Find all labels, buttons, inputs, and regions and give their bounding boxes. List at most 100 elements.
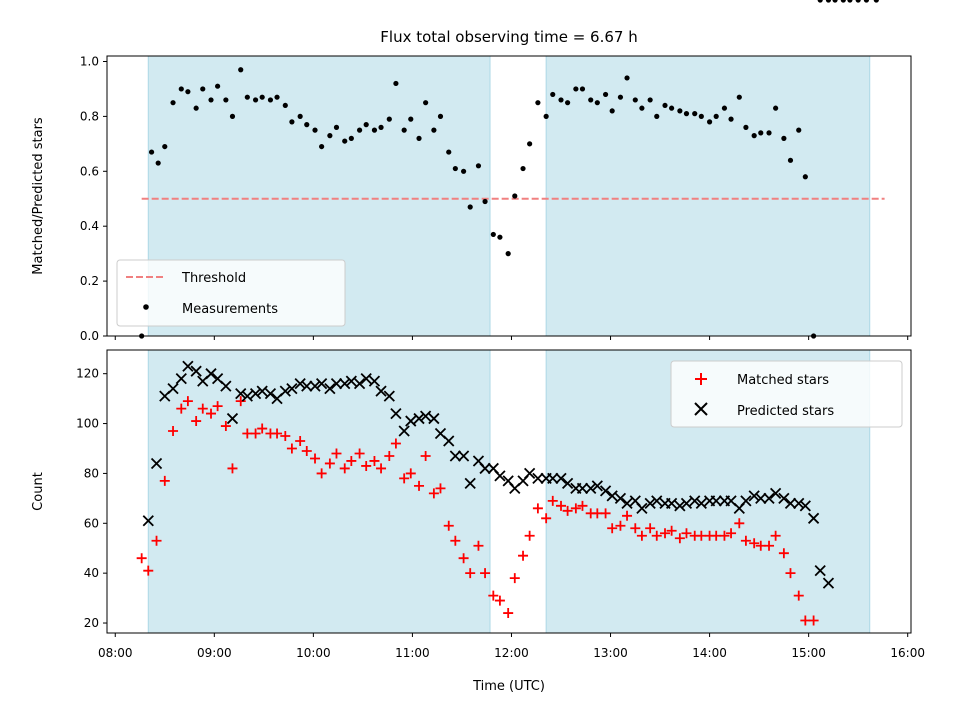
matched-star-point [310,453,321,464]
measurement-point [802,174,808,180]
matched-star-point [793,590,804,601]
matched-star-point [339,463,350,474]
measurement-point [647,97,653,103]
predicted-star-point [755,492,767,504]
measurement-point [215,83,221,89]
measurement-point [408,116,414,122]
measurement-point [148,149,155,155]
matched-star-point [191,416,202,427]
measurement-point [617,94,624,100]
matched-star-point [136,553,147,564]
measurement-point [527,141,533,147]
measurement-point [289,119,295,125]
predicted-star-point [695,497,707,509]
matched-star-point [494,595,505,606]
measurement-point [244,94,250,100]
matched-star-point [770,530,781,541]
shaded-interval-2 [545,55,871,337]
measurement-point [713,113,719,119]
predicted-star-point [769,487,782,500]
measurement-point [550,91,556,98]
measurement-point [543,113,549,119]
legend-measurements-label: Measurements [182,302,278,317]
measurement-point [274,94,280,100]
matched-star-point [361,460,372,471]
series-2-2 [143,361,835,589]
predicted-star-point [301,380,313,392]
chart-title: Flux total observing time = 6.67 h [380,28,637,46]
predicted-star-point [740,495,752,507]
measurement-point [535,100,541,106]
matched-star-point [785,568,796,579]
measurement-point [573,86,579,92]
predicted-star-point [353,378,366,390]
measurement-point [743,124,749,130]
y-tick-label: 0.8 [80,109,99,123]
matched-star-point [541,513,552,524]
measurement-point [267,97,274,103]
ratio-y-axis: 0.0 0.2 0.4 0.6 0.8 1.0 [80,54,107,343]
predicted-star-point [150,457,163,470]
count-y-axis: 20 40 60 80 100 120 [76,367,107,630]
ratio-y-axis-label: Matched/Predicted stars [31,117,46,275]
predicted-star-point [167,383,179,395]
predicted-star-point [793,497,805,509]
y-tick-label: 1.0 [80,54,99,68]
measurement-point [505,251,511,257]
matched-star-point [562,505,573,516]
ratio-panel-frame [106,55,912,337]
x-tick-label: 11:00 [395,646,430,660]
measurement-point [401,127,407,133]
measurement-point [178,86,184,92]
predicted-star-point [413,412,425,425]
matched-star-point [615,520,626,531]
matched-star-point [197,403,208,414]
measurement-point [423,100,429,106]
y-tick-label: 0.2 [80,274,99,288]
predicted-star-point [256,385,268,397]
predicted-star-point [674,500,686,512]
predicted-star-point [532,472,544,485]
matched-star-point [212,401,223,412]
measurement-point [363,122,369,128]
count-x-axis: 08:00 09:00 10:00 11:00 12:00 13:00 14:00 15:00… [98,633,925,660]
predicted-star-point [339,378,351,390]
legend-matched-label: Matched stars [737,373,829,388]
legend-predicted-label: Predicted stars [737,404,834,419]
matched-star-point [354,448,365,459]
y-tick-label: 120 [76,367,99,381]
measurement-point [817,0,823,3]
matched-star-point [324,458,335,469]
measurement-point [437,113,444,119]
matched-star-point [607,523,618,534]
predicted-star-point [814,565,826,577]
y-tick-label: 0.0 [80,329,99,343]
matched-star-point [159,475,170,486]
predicted-star-point [799,500,811,512]
count-legend: Matched stars Predicted stars [670,360,903,428]
predicted-star-point [614,492,627,504]
measurement-point [736,94,742,100]
measurement-point [565,100,571,106]
measurement-points [139,0,879,339]
matched-star-point [151,535,162,546]
predicted-star-point [226,412,239,425]
predicted-star-point [748,490,760,502]
matched-star-point [399,473,410,484]
measurement-point [416,135,422,141]
matched-star-point [316,468,327,479]
measurement-point [520,165,526,172]
measurement-point [728,116,734,122]
matched-star-point [570,503,581,514]
matched-star-point [168,426,179,437]
measurement-point [751,133,757,139]
measurement-point [855,0,861,3]
measurement-point [758,130,764,136]
matched-star-point [250,428,261,439]
predicted-star-point [778,492,790,504]
matched-star-point [235,396,246,407]
measurement-point [588,97,594,103]
measurement-point [773,105,779,111]
predicted-star-point [368,375,381,387]
